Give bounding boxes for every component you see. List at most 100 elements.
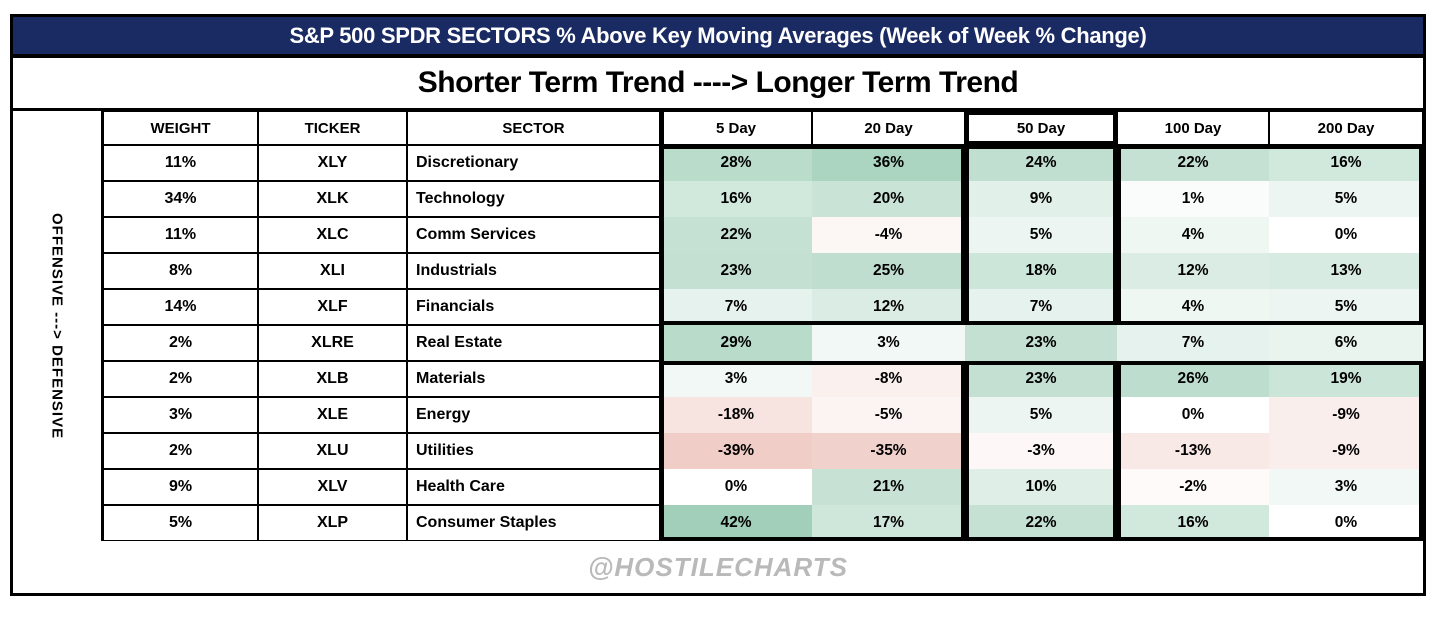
heat-cell: 5% [1269, 181, 1423, 217]
heat-cell: 16% [1117, 505, 1269, 541]
column-header: 50 Day [965, 111, 1117, 145]
ticker-cell: XLB [258, 361, 407, 397]
heat-cell: 28% [660, 145, 812, 181]
ticker-cell: XLRE [258, 325, 407, 361]
weight-cell: 34% [103, 181, 258, 217]
subtitle-text: Shorter Term Trend ----> Longer Term Tre… [417, 66, 1019, 99]
heat-cell: 12% [812, 289, 965, 325]
heat-cell: -18% [660, 397, 812, 433]
heat-cell: 25% [812, 253, 965, 289]
heat-cell: 21% [812, 469, 965, 505]
ticker-cell: XLF [258, 289, 407, 325]
heat-cell: 0% [660, 469, 812, 505]
heat-cell: 36% [812, 145, 965, 181]
heat-cell: 22% [660, 217, 812, 253]
heat-cell: 19% [1269, 361, 1423, 397]
sector-cell: Consumer Staples [407, 505, 660, 541]
heat-cell: 7% [660, 289, 812, 325]
footer-bar: @HOSTILECHARTS [13, 541, 1423, 593]
ticker-cell: XLK [258, 181, 407, 217]
sector-heatmap-table: OFFENSIVE ---> DEFENSIVE WEIGHT TICKER SEC… [13, 111, 1423, 541]
heat-cell: -5% [812, 397, 965, 433]
sector-cell: Industrials [407, 253, 660, 289]
heat-cell: -4% [812, 217, 965, 253]
column-header: SECTOR [407, 111, 660, 145]
sector-cell: Energy [407, 397, 660, 433]
ticker-cell: XLP [258, 505, 407, 541]
ticker-cell: XLI [258, 253, 407, 289]
heat-cell: 10% [965, 469, 1117, 505]
weight-cell: 9% [103, 469, 258, 505]
heat-cell: 5% [965, 397, 1117, 433]
heat-cell: 0% [1269, 217, 1423, 253]
weight-cell: 14% [103, 289, 258, 325]
weight-cell: 5% [103, 505, 258, 541]
ticker-cell: XLC [258, 217, 407, 253]
heat-cell: 0% [1117, 397, 1269, 433]
weight-cell: 2% [103, 361, 258, 397]
heat-cell: 7% [965, 289, 1117, 325]
heat-cell: 23% [660, 253, 812, 289]
heat-cell: 16% [660, 181, 812, 217]
heat-cell: 4% [1117, 289, 1269, 325]
heat-cell: 4% [1117, 217, 1269, 253]
sector-cell: Utilities [407, 433, 660, 469]
heat-cell: -13% [1117, 433, 1269, 469]
heat-cell: 20% [812, 181, 965, 217]
heat-cell: 12% [1117, 253, 1269, 289]
heat-cell: 42% [660, 505, 812, 541]
heat-cell: 16% [1269, 145, 1423, 181]
heat-cell: 26% [1117, 361, 1269, 397]
column-header: TICKER [258, 111, 407, 145]
heat-cell: 3% [812, 325, 965, 361]
heat-cell: 6% [1269, 325, 1423, 361]
column-header: 100 Day [1117, 111, 1269, 145]
heat-cell: 24% [965, 145, 1117, 181]
heat-cell: 23% [965, 325, 1117, 361]
ticker-cell: XLU [258, 433, 407, 469]
weight-cell: 2% [103, 433, 258, 469]
ticker-cell: XLV [258, 469, 407, 505]
heat-cell: -39% [660, 433, 812, 469]
heat-cell: -2% [1117, 469, 1269, 505]
weight-cell: 2% [103, 325, 258, 361]
weight-cell: 3% [103, 397, 258, 433]
heat-cell: 22% [965, 505, 1117, 541]
weight-cell: 11% [103, 217, 258, 253]
heat-cell: 29% [660, 325, 812, 361]
chart-frame: S&P 500 SPDR SECTORS % Above Key Moving … [10, 14, 1426, 596]
heat-cell: 7% [1117, 325, 1269, 361]
sector-cell: Health Care [407, 469, 660, 505]
heat-cell: 9% [965, 181, 1117, 217]
heat-cell: 17% [812, 505, 965, 541]
column-header: 20 Day [812, 111, 965, 145]
heat-cell: -3% [965, 433, 1117, 469]
heat-cell: 23% [965, 361, 1117, 397]
sector-cell: Discretionary [407, 145, 660, 181]
heat-cell: 22% [1117, 145, 1269, 181]
column-header: 200 Day [1269, 111, 1423, 145]
heat-cell: 0% [1269, 505, 1423, 541]
heat-cell: -8% [812, 361, 965, 397]
watermark: @HOSTILECHARTS [588, 551, 848, 582]
heat-cell: -9% [1269, 433, 1423, 469]
ticker-cell: XLE [258, 397, 407, 433]
weight-cell: 8% [103, 253, 258, 289]
sector-cell: Real Estate [407, 325, 660, 361]
heat-cell: 3% [1269, 469, 1423, 505]
weight-cell: 11% [103, 145, 258, 181]
ticker-cell: XLY [258, 145, 407, 181]
subtitle-bar: Shorter Term Trend ----> Longer Term Tre… [13, 58, 1423, 111]
heat-cell: 3% [660, 361, 812, 397]
heat-cell: -9% [1269, 397, 1423, 433]
title-bar: S&P 500 SPDR SECTORS % Above Key Moving … [13, 17, 1423, 58]
heat-cell: 18% [965, 253, 1117, 289]
column-header: WEIGHT [103, 111, 258, 145]
offensive-defensive-axis-label: OFFENSIVE ---> DEFENSIVE [13, 111, 103, 541]
sector-cell: Materials [407, 361, 660, 397]
heat-cell: -35% [812, 433, 965, 469]
page-title: S&P 500 SPDR SECTORS % Above Key Moving … [289, 22, 1147, 48]
column-header: 5 Day [660, 111, 812, 145]
sector-cell: Technology [407, 181, 660, 217]
heat-cell: 5% [1269, 289, 1423, 325]
